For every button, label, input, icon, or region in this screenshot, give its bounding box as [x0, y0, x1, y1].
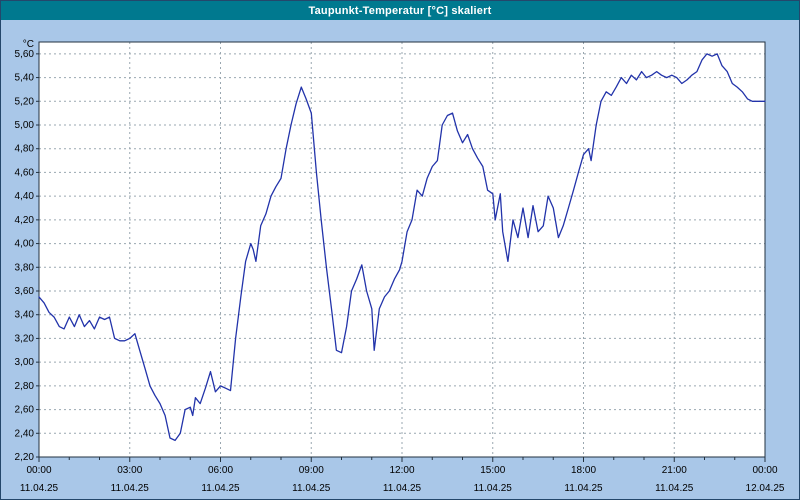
x-tick-date-label: 11.04.25 [111, 483, 150, 494]
x-tick-date-label: 11.04.25 [474, 483, 513, 494]
x-tick-time-label: 06:00 [208, 465, 233, 476]
y-tick-label: 5,00 [15, 120, 35, 131]
x-tick-date-label: 12.04.25 [746, 483, 785, 494]
y-tick-label: 4,20 [15, 215, 35, 226]
plot-border [38, 41, 766, 458]
x-tick-date-label: 11.04.25 [201, 483, 240, 494]
x-tick-date-label: 11.04.25 [564, 483, 603, 494]
y-tick-label: 3,40 [15, 310, 35, 321]
y-tick-label: 3,20 [15, 333, 35, 344]
x-tick-date-label: 11.04.25 [292, 483, 331, 494]
y-tick-label: 3,60 [15, 286, 35, 297]
y-tick-label: 2,80 [15, 381, 35, 392]
x-tick-date-label: 11.04.25 [383, 483, 422, 494]
chart-title-bar: Taupunkt-Temperatur [°C] skaliert [1, 1, 799, 20]
x-tick-time-label: 00:00 [26, 465, 51, 476]
x-tick-date-label: 11.04.25 [20, 483, 59, 494]
y-tick-label: 5,40 [15, 73, 35, 84]
y-tick-label: 3,00 [15, 357, 35, 368]
x-tick-time-label: 09:00 [299, 465, 324, 476]
x-tick-time-label: 00:00 [752, 465, 777, 476]
x-tick-time-label: 15:00 [480, 465, 505, 476]
x-tick-time-label: 03:00 [117, 465, 142, 476]
y-tick-label: 4,60 [15, 167, 35, 178]
x-tick-time-label: 12:00 [389, 465, 414, 476]
y-tick-label: 4,40 [15, 191, 35, 202]
chart-area: 2,20 2,40 2,60 2,80 3,00 3,20 3,40 3,60 3,80 4,00… [1, 20, 799, 499]
x-tick-time-label: 21:00 [662, 465, 687, 476]
y-tick-label: 3,80 [15, 262, 35, 273]
y-tick-label: 5,60 [15, 49, 35, 60]
x-tick-date-label: 11.04.25 [655, 483, 694, 494]
dewpoint-series-line [38, 53, 766, 442]
y-tick-label: 2,40 [15, 428, 35, 439]
y-tick-label: 4,00 [15, 239, 35, 250]
x-tick-time-label: 18:00 [571, 465, 596, 476]
y-tick-label: 5,20 [15, 96, 35, 107]
y-tick-label: 2,60 [15, 405, 35, 416]
y-tick-label: 2,20 [15, 452, 35, 463]
y-tick-label: 4,80 [15, 144, 35, 155]
chart-title: Taupunkt-Temperatur [°C] skaliert [308, 4, 492, 17]
y-axis-unit-label: °C [23, 39, 34, 50]
plot-background [39, 42, 765, 457]
chart-svg: 2,20 2,40 2,60 2,80 3,00 3,20 3,40 3,60 3,80 4,00… [15, 39, 785, 494]
